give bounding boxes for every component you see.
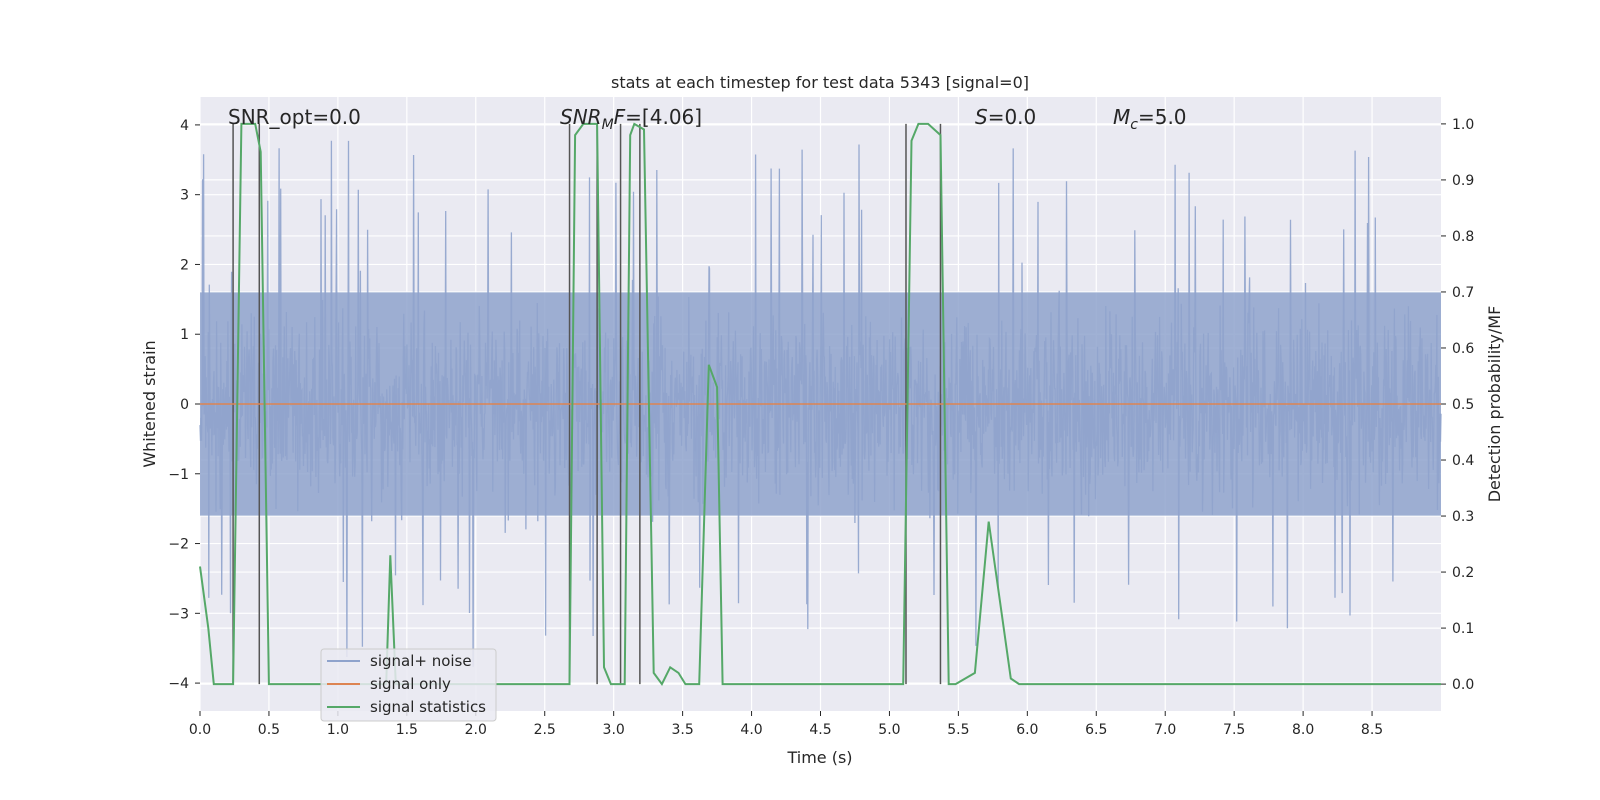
annotation-snr-opt: SNR_opt=0.0 <box>228 105 361 129</box>
y-left-axis-label: Whitened strain <box>140 340 159 467</box>
x-tick-label-4: 2.0 <box>465 722 487 738</box>
x-tick-label-16: 8.0 <box>1292 722 1314 738</box>
legend-box <box>320 648 497 722</box>
y-right-tick-label-2: 0.2 <box>1452 565 1474 581</box>
y-right-tick-label-6: 0.6 <box>1452 341 1474 357</box>
legend: signal+ noise signal only signal statist… <box>320 648 497 722</box>
x-tick-label-8: 4.0 <box>740 722 762 738</box>
x-tick-label-10: 5.0 <box>878 722 900 738</box>
x-tick-label-1: 0.5 <box>258 722 280 738</box>
x-tick-label-0: 0.0 <box>189 722 211 738</box>
chart-title: stats at each timestep for test data 534… <box>611 73 1029 92</box>
legend-label-signal: signal only <box>370 675 451 693</box>
legend-label-noise: signal+ noise <box>370 652 472 670</box>
y-left-ticks: −4 −3 −2 −1 0 1 2 3 4 <box>168 118 200 692</box>
x-axis-label: Time (s) <box>786 748 852 767</box>
y-right-axis-label: Detection probability/MF <box>1485 306 1504 503</box>
y-left-tick-label-8: 4 <box>180 118 189 134</box>
y-right-tick-label-7: 0.7 <box>1452 285 1474 301</box>
y-left-tick-label-7: 3 <box>180 188 189 204</box>
y-right-tick-label-10: 1.0 <box>1452 117 1474 133</box>
y-right-tick-label-9: 0.9 <box>1452 173 1474 189</box>
x-tick-label-12: 6.0 <box>1016 722 1038 738</box>
x-tick-label-14: 7.0 <box>1154 722 1176 738</box>
y-right-tick-label-4: 0.4 <box>1452 453 1474 469</box>
y-left-tick-label-4: 0 <box>180 397 189 413</box>
y-left-tick-label-6: 2 <box>180 257 189 273</box>
y-right-ticks: 0.0 0.1 0.2 0.3 0.4 0.5 0.6 0.7 0.8 0.9 1.0 <box>1441 117 1474 693</box>
y-right-tick-label-0: 0.0 <box>1452 677 1474 693</box>
x-ticks: 0.0 0.5 1.0 1.5 2.0 2.5 3.0 3.5 4.0 4.5 5.0 5.5 6.0 6… <box>189 711 1383 738</box>
y-left-tick-label-1: −3 <box>168 606 189 622</box>
y-right-tick-label-5: 0.5 <box>1452 397 1474 413</box>
x-tick-label-9: 4.5 <box>809 722 831 738</box>
x-tick-label-17: 8.5 <box>1361 722 1383 738</box>
y-left-tick-label-5: 1 <box>180 327 189 343</box>
y-left-tick-label-0: −4 <box>168 676 189 692</box>
y-left-tick-label-3: −1 <box>168 467 189 483</box>
x-tick-label-6: 3.0 <box>603 722 625 738</box>
x-tick-label-11: 5.5 <box>947 722 969 738</box>
x-tick-label-5: 2.5 <box>534 722 556 738</box>
annotation-mc: Mc=5.0 <box>1113 105 1187 133</box>
x-tick-label-15: 7.5 <box>1223 722 1245 738</box>
x-tick-label-2: 1.0 <box>327 722 349 738</box>
x-tick-label-13: 6.5 <box>1085 722 1107 738</box>
y-left-tick-label-2: −2 <box>168 537 189 553</box>
x-tick-label-7: 3.5 <box>671 722 693 738</box>
x-tick-label-3: 1.5 <box>396 722 418 738</box>
annotation-s: S=0.0 <box>975 105 1036 129</box>
annotation-snr-mf: SNRMF=[4.06] <box>560 105 702 133</box>
y-right-tick-label-8: 0.8 <box>1452 229 1474 245</box>
y-right-tick-label-3: 0.3 <box>1452 509 1474 525</box>
legend-label-stats: signal statistics <box>370 698 486 716</box>
y-right-tick-label-1: 0.1 <box>1452 621 1474 637</box>
